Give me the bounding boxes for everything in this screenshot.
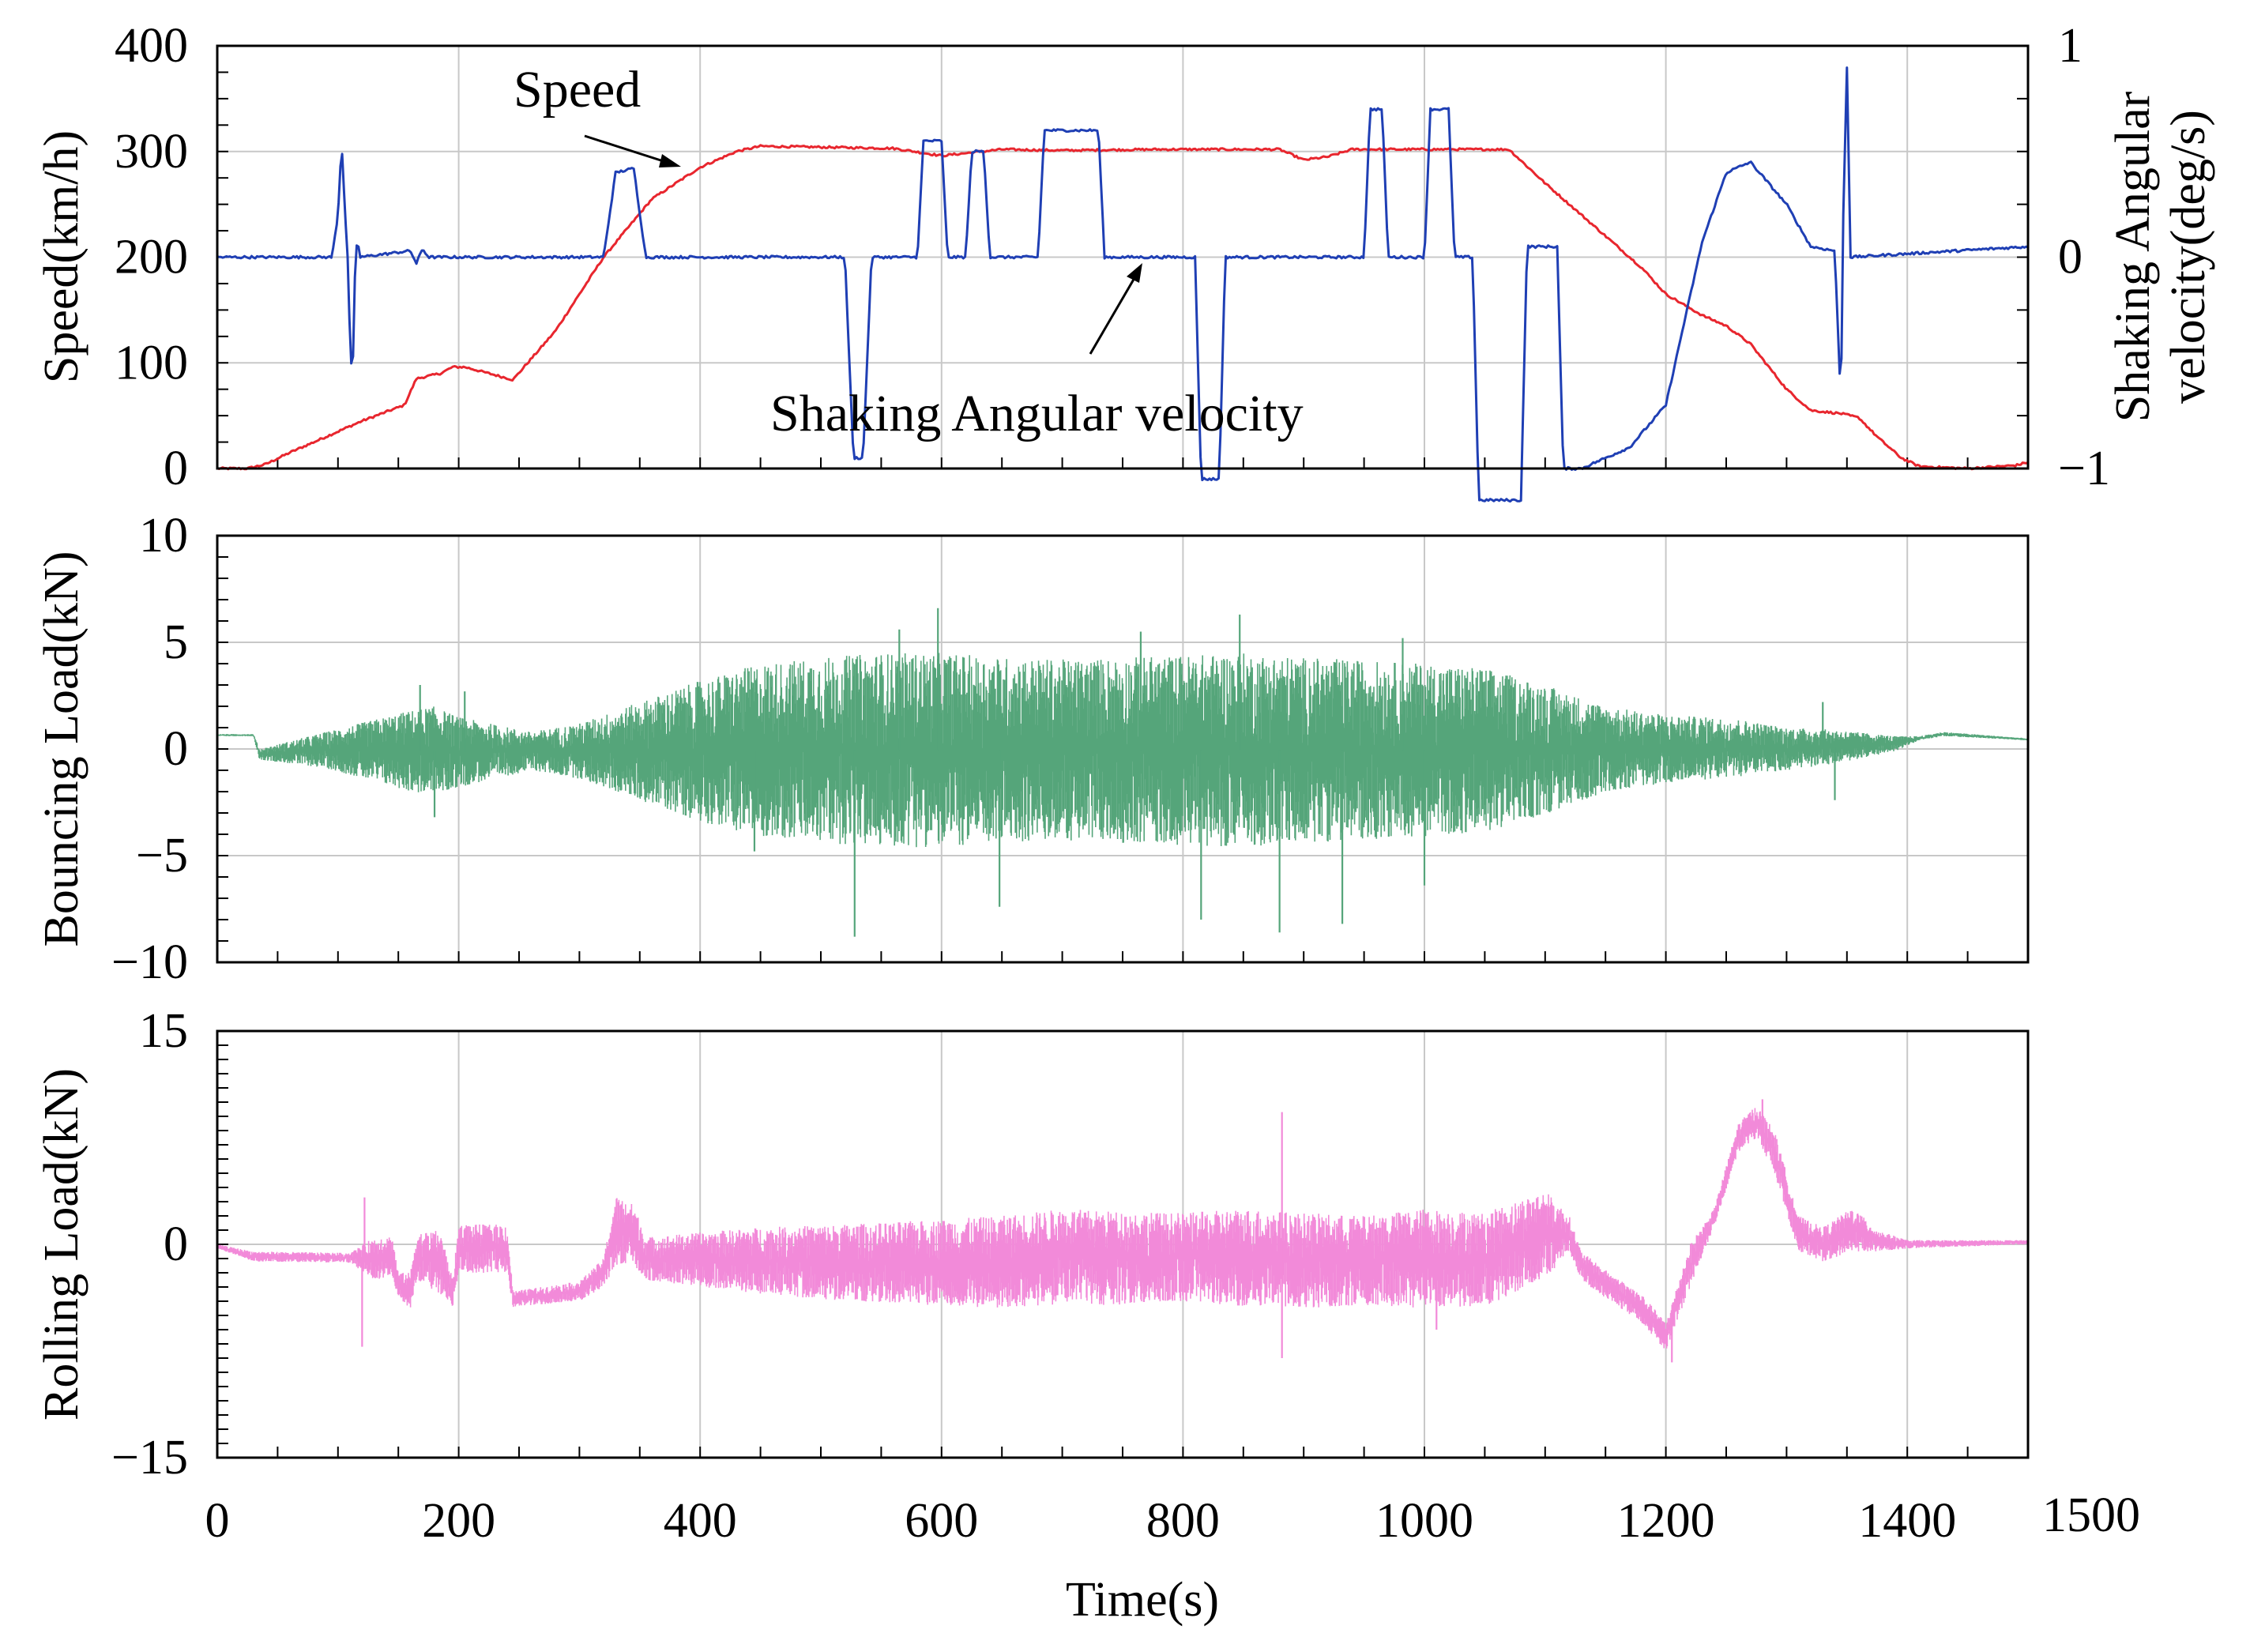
bouncing-load-panel: −10 −5 0 5 10 Bouncing Load(kN) <box>35 509 2030 989</box>
time-axis-ticks: 0 200 400 600 800 1000 1200 1400 1500 <box>205 1488 2141 1548</box>
series-speed <box>216 144 2029 471</box>
speed-axis-ticks: 0 100 200 300 400 <box>115 19 188 495</box>
series-shaking-angular-velocity <box>216 66 2029 503</box>
angular-annotation: Shaking Angular velocity <box>770 385 1304 442</box>
angular-axis-label-line2: velocity(deg/s) <box>2162 110 2215 404</box>
x-tick-label: 400 <box>664 1494 737 1548</box>
y-tick-label: 0 <box>164 442 188 495</box>
x-tick-label: 800 <box>1146 1494 1220 1548</box>
y-tick-label: −10 <box>111 935 188 989</box>
angular-axis-label-line1: Shaking Angular <box>2106 91 2160 422</box>
bouncing-axis-label: Bouncing Load(kN) <box>35 551 88 946</box>
x-tick-label: 600 <box>905 1494 978 1548</box>
y-tick-label: −5 <box>136 829 188 882</box>
x-tick-label: 1200 <box>1617 1494 1715 1548</box>
angular-axis-ticks: −1 0 1 <box>2017 19 2110 495</box>
speed-panel-series <box>216 66 2029 503</box>
rolling-axis-label: Rolling Load(kN) <box>35 1068 88 1421</box>
angular-annotation-arrow <box>1089 272 1139 355</box>
speed-annotation-arrow <box>584 134 674 166</box>
angular-arrowhead <box>1127 263 1142 283</box>
y-tick-label: 0 <box>2058 231 2083 284</box>
rolling-panel-frame <box>216 1029 2030 1459</box>
x-tick-label: 1400 <box>1858 1494 1956 1548</box>
y-tick-label: 15 <box>139 1004 188 1058</box>
y-tick-label: −1 <box>2058 442 2110 495</box>
y-tick-label: 1 <box>2058 19 2083 73</box>
x-tick-label: 0 <box>205 1494 230 1548</box>
y-tick-label: −15 <box>111 1431 188 1485</box>
y-tick-label: 200 <box>115 231 188 284</box>
x-tick-label: 1000 <box>1375 1494 1473 1548</box>
y-tick-label: 0 <box>164 1217 188 1271</box>
y-tick-label: 300 <box>115 125 188 179</box>
bouncing-axis-ticks: −10 −5 0 5 10 <box>111 509 188 989</box>
speed-angular-panel: 0 100 200 300 400 −1 0 1 Speed(km/h) Shaking A… <box>35 19 2215 503</box>
y-tick-label: 5 <box>164 615 188 669</box>
speed-axis-label: Speed(km/h) <box>35 130 88 383</box>
y-tick-label: 0 <box>164 722 188 776</box>
x-tick-label: 1500 <box>2042 1488 2140 1542</box>
speed-annotation: Speed <box>514 61 641 119</box>
y-tick-label: 100 <box>115 336 188 389</box>
bouncing-panel-frame <box>216 534 2030 964</box>
bouncing-panel-minor-ticks <box>216 535 2029 963</box>
speed-arrowhead <box>659 154 681 167</box>
rolling-axis-ticks: −15 0 15 <box>111 1004 188 1485</box>
rolling-load-panel: −15 0 15 Rolling Load(kN) 0 200 400 600 800 100… <box>35 1004 2140 1627</box>
rolling-panel-series <box>216 1099 2029 1363</box>
y-tick-label: 10 <box>139 509 188 563</box>
y-tick-label: 400 <box>115 19 188 73</box>
time-axis-label: Time(s) <box>1066 1573 1219 1627</box>
x-tick-label: 200 <box>422 1494 495 1548</box>
